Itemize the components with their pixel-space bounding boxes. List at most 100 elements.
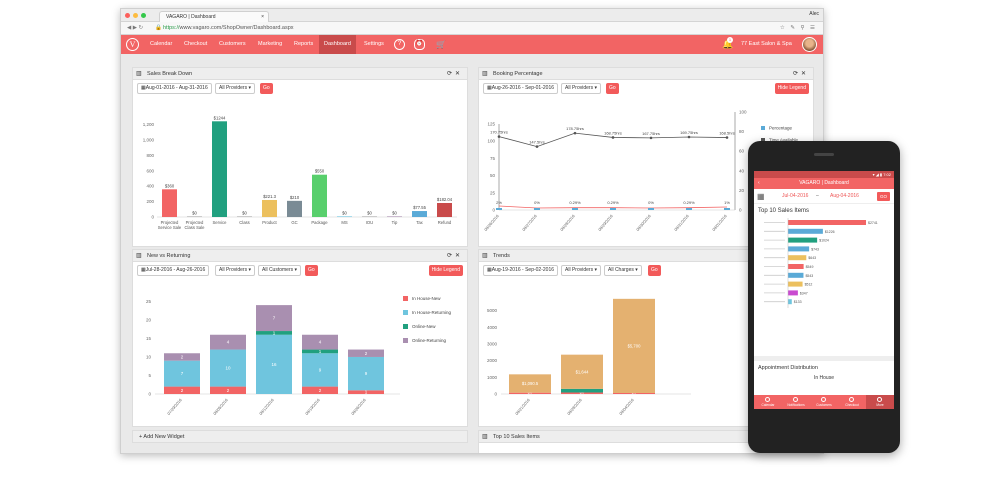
url-text[interactable]: https://www.vagaro.com/ShopOwner/Dashboa…: [163, 25, 294, 31]
y-tick-label: 0: [151, 215, 154, 220]
browser-user[interactable]: Alec: [809, 11, 819, 17]
nav-arrows-icon[interactable]: ◀ ▶ ↻: [127, 25, 144, 31]
point-label: 170.75hrs: [490, 130, 508, 135]
back-arrow-icon[interactable]: ‹: [758, 180, 760, 186]
x-tick-label: 07/29/2016: [166, 397, 183, 416]
panel-controls[interactable]: ⟳✕: [792, 71, 809, 77]
bar: [162, 189, 177, 217]
phone-nav-buttons: [754, 416, 894, 438]
add-widget-button[interactable]: + Add New Widget: [132, 430, 468, 443]
hbar: [788, 299, 792, 305]
y-tick-label: 25: [490, 190, 496, 195]
y2-tick-label: 40: [739, 168, 745, 173]
hide-legend-button[interactable]: Hide Legend: [428, 265, 463, 276]
x-tick-label: GC: [291, 220, 297, 225]
date-range-picker[interactable]: ▦Jul-28-2016 - Aug-26-2016: [137, 265, 210, 276]
panel-title: Trends: [493, 253, 510, 259]
percentage-label: 2%: [496, 200, 502, 205]
customers-select[interactable]: All Customers ▾: [258, 265, 302, 276]
notification-badge: 1: [727, 37, 733, 43]
stacked-bar-segment: [302, 386, 338, 394]
calendar-icon: ▦: [487, 267, 492, 273]
phone-tab-calendar[interactable]: Calendar: [754, 395, 782, 409]
stacked-bar-segment: [302, 349, 338, 354]
y-tick-label: 25: [146, 299, 152, 304]
phone-tab-checkout[interactable]: Checkout: [838, 395, 866, 409]
go-button[interactable]: Go: [606, 83, 619, 94]
y-tick-label: 0: [492, 208, 495, 213]
nav-customers[interactable]: Customers: [219, 41, 246, 47]
x-tick-label: 08/19/2016: [304, 397, 321, 416]
browser-toolbar-icons[interactable]: ☆ ✎ ⚲ ☰: [779, 25, 817, 31]
phone-top10-title: Top 10 Sales Items: [758, 208, 810, 214]
phone-tab-customers[interactable]: Customers: [810, 395, 838, 409]
bar-chart-icon: ▥: [482, 434, 488, 440]
stacked-bar-segment: [210, 386, 246, 394]
nav-checkout[interactable]: Checkout: [184, 41, 208, 47]
date-range-picker[interactable]: ▦Aug-26-2016 - Sep-01-2016: [483, 83, 558, 94]
legend-label: Time Available: [769, 138, 799, 143]
vagaro-logo[interactable]: V: [126, 38, 139, 51]
nav-marketing[interactable]: Marketing: [258, 41, 283, 47]
calendar-icon[interactable]: ▦: [757, 192, 765, 201]
provider-select[interactable]: All Providers ▾: [215, 265, 255, 276]
help-icon[interactable]: ?: [394, 39, 405, 50]
date-range-picker[interactable]: ▦Aug-01-2016 - Aug-31-2016: [137, 83, 212, 94]
bar: [262, 199, 277, 217]
nav-reports[interactable]: Reports: [294, 41, 314, 47]
phone-bottom-nav: Calendar Notifications Customers Checkou…: [754, 395, 894, 409]
bar-value-label: $182.04: [437, 197, 453, 202]
date-from[interactable]: Jul-04-2016: [782, 193, 809, 199]
legend-label: Percentage: [769, 126, 793, 131]
phone-tab-notifications[interactable]: Notifications: [782, 395, 810, 409]
date-to[interactable]: Aug-04-2016: [830, 193, 859, 199]
provider-select[interactable]: All Providers ▾: [561, 83, 601, 94]
phone-tab-more[interactable]: More: [866, 395, 894, 409]
x-tick-label: 08/21/2016: [514, 397, 531, 416]
hide-legend-button[interactable]: Hide Legend: [774, 83, 809, 94]
notifications-bell-icon[interactable]: 🔔 1: [722, 37, 734, 49]
bar-value-label: $0: [367, 210, 372, 215]
phone-title: VAGARO | Dashboard: [799, 180, 849, 186]
panel-controls[interactable]: ⟳✕: [446, 253, 463, 259]
y-tick-label: 0: [148, 392, 151, 397]
charges-select[interactable]: All Charges ▾: [604, 265, 642, 276]
date-range-picker[interactable]: ▦Aug-19-2016 - Sep-02-2016: [483, 265, 558, 276]
browser-tab[interactable]: VAGARO | Dashboard ×: [159, 11, 269, 22]
new-vs-returning-chart: 0 5 10 15 20 25 2 7 2 07/29/2016 2 10 4 08/05/2016 16 1…: [146, 296, 452, 416]
alarm-clock-icon[interactable]: ⏰: [414, 39, 425, 50]
minimize-window-button[interactable]: [133, 13, 138, 18]
business-name[interactable]: 77 East Salon & Spa: [741, 41, 792, 47]
cart-icon[interactable]: 🛒: [436, 40, 446, 49]
go-button[interactable]: Go: [648, 265, 661, 276]
time-available-point: [573, 131, 577, 135]
bar-chart-icon: ▥: [482, 253, 488, 259]
tab-title: VAGARO | Dashboard: [166, 14, 216, 20]
nav-settings[interactable]: Settings: [364, 41, 384, 47]
stacked-bar-segment: [210, 349, 246, 387]
address-bar[interactable]: ◀ ▶ ↻ 🔒 https://www.vagaro.com/ShopOwner…: [121, 22, 823, 35]
provider-select[interactable]: All Providers ▾: [215, 83, 255, 94]
bar-value-label: $1244: [214, 115, 226, 120]
avatar[interactable]: [802, 37, 817, 52]
hbar: [788, 264, 804, 269]
nav-calendar[interactable]: Calendar: [150, 41, 173, 47]
zoom-window-button[interactable]: [141, 13, 146, 18]
point-label: 178.75hrs: [566, 126, 584, 131]
x-tick-label: 08/28/2016: [566, 397, 583, 416]
nav-dashboard[interactable]: Dashboard: [319, 35, 356, 54]
percentage-bar: [572, 208, 578, 210]
panel-controls[interactable]: ⟳✕: [446, 71, 463, 77]
x-tick-label: Service Sale: [158, 225, 182, 230]
segment-label: 16: [271, 362, 277, 367]
browser-window: VAGARO | Dashboard × Alec ◀ ▶ ↻ 🔒 https:/…: [120, 8, 824, 454]
provider-select[interactable]: All Providers ▾: [561, 265, 601, 276]
filters: ▦Aug-19-2016 - Sep-02-2016 All Providers…: [479, 262, 813, 276]
close-window-button[interactable]: [125, 13, 130, 18]
percentage-bar: [724, 208, 730, 210]
y-tick-label: 125: [487, 122, 495, 127]
close-tab-icon[interactable]: ×: [261, 14, 264, 20]
go-button[interactable]: Go: [305, 265, 318, 276]
go-button[interactable]: Go: [260, 83, 273, 94]
phone-go-button[interactable]: GO: [876, 192, 890, 201]
